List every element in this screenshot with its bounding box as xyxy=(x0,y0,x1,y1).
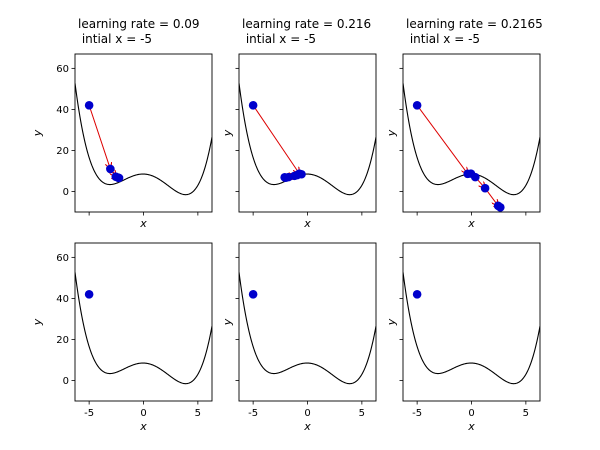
iterate-point xyxy=(106,164,115,174)
step-arrow xyxy=(416,105,468,174)
y-axis-label: y xyxy=(31,129,44,137)
loss-curve xyxy=(239,83,376,196)
axes-frame xyxy=(74,53,213,213)
iterate-point xyxy=(84,100,94,110)
x-tick-label: -5 xyxy=(412,408,422,419)
step-arrow xyxy=(88,105,110,169)
y-tick-label: 60 xyxy=(56,253,69,264)
y-tick-label: 20 xyxy=(56,335,69,346)
x-axis-label: x xyxy=(303,420,311,433)
y-axis-label: y xyxy=(385,129,398,137)
x-axis-label: x xyxy=(303,217,311,230)
subplot-title: learning rate = 0.2165 intial x = -5 xyxy=(406,17,543,46)
x-tick-label: -5 xyxy=(248,408,258,419)
x-tick-label: 0 xyxy=(304,408,310,419)
subplot-title: learning rate = 0.09 intial x = -5 xyxy=(78,17,200,46)
y-tick-label: 0 xyxy=(63,376,69,387)
loss-curve xyxy=(75,83,212,196)
iterate-point xyxy=(281,173,291,183)
iterate-point xyxy=(412,100,422,110)
iterate-point xyxy=(292,170,302,180)
y-tick-label: 20 xyxy=(56,146,69,157)
iterate-point xyxy=(471,172,480,182)
iterate-point xyxy=(114,173,124,183)
y-tick-label: 60 xyxy=(56,64,69,75)
axes-frame xyxy=(402,53,541,213)
axes-frame xyxy=(74,242,213,402)
x-axis-label: x xyxy=(139,420,147,433)
y-axis-label: y xyxy=(221,129,234,137)
subplot-3: x y learning rate = 0.2165 intial x = -5 xyxy=(385,17,543,230)
loss-curve xyxy=(75,272,212,385)
step-arrow xyxy=(252,105,299,173)
subplot-4: -5 0 5 0 20 40 60 x y xyxy=(31,242,213,433)
axes-frame xyxy=(238,53,377,213)
subplot-2: x y learning rate = 0.216 intial x = -5 xyxy=(221,17,377,230)
x-tick-label: 0 xyxy=(468,408,474,419)
x-tick-label: -5 xyxy=(84,408,94,419)
x-tick-label: 5 xyxy=(195,408,201,419)
subplot-1: 0 20 40 60 x y learning rate = 0.09 intial x =… xyxy=(31,17,213,230)
iterate-point xyxy=(480,183,490,193)
x-tick-label: 5 xyxy=(359,408,365,419)
y-axis-label: y xyxy=(31,318,44,326)
y-tick-label: 0 xyxy=(63,187,69,198)
iterate-point xyxy=(84,289,94,299)
axes-frame xyxy=(238,242,377,402)
iterate-point xyxy=(248,100,258,110)
x-axis-label: x xyxy=(139,217,147,230)
iterate-point xyxy=(412,289,422,299)
x-tick-label: 0 xyxy=(140,408,146,419)
loss-curve xyxy=(403,272,540,385)
x-axis-label: x xyxy=(467,420,475,433)
loss-curve xyxy=(239,272,376,385)
y-axis-label: y xyxy=(385,318,398,326)
subplot-title: learning rate = 0.216 intial x = -5 xyxy=(242,17,371,46)
subplot-5: -5 0 5 x y xyxy=(221,242,377,433)
iterate-point xyxy=(248,289,258,299)
axes-frame xyxy=(402,242,541,402)
subplot-6: -5 0 5 x y xyxy=(385,242,541,433)
x-axis-label: x xyxy=(467,217,475,230)
x-tick-label: 5 xyxy=(523,408,529,419)
iterate-point xyxy=(496,202,505,212)
y-tick-label: 40 xyxy=(56,294,69,305)
y-axis-label: y xyxy=(221,318,234,326)
y-tick-label: 40 xyxy=(56,105,69,116)
